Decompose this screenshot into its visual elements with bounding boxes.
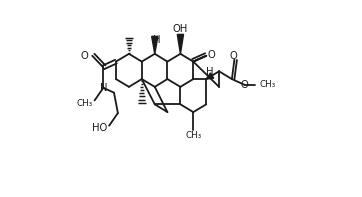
Text: O: O bbox=[241, 80, 249, 90]
Text: OH: OH bbox=[173, 24, 188, 33]
Text: HO: HO bbox=[92, 123, 107, 133]
Text: O: O bbox=[207, 50, 215, 60]
Text: H: H bbox=[153, 35, 160, 45]
Text: CH₃: CH₃ bbox=[185, 131, 201, 139]
Text: CH₃: CH₃ bbox=[76, 99, 93, 108]
Polygon shape bbox=[177, 34, 184, 54]
Text: N: N bbox=[100, 83, 107, 93]
Text: O: O bbox=[230, 51, 237, 61]
Text: CH₃: CH₃ bbox=[260, 80, 276, 89]
Polygon shape bbox=[206, 73, 214, 79]
Text: O: O bbox=[80, 51, 88, 61]
Text: H: H bbox=[206, 67, 214, 77]
Polygon shape bbox=[152, 36, 158, 54]
